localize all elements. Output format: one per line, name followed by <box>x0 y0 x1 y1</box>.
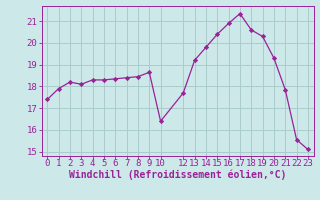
X-axis label: Windchill (Refroidissement éolien,°C): Windchill (Refroidissement éolien,°C) <box>69 170 286 180</box>
